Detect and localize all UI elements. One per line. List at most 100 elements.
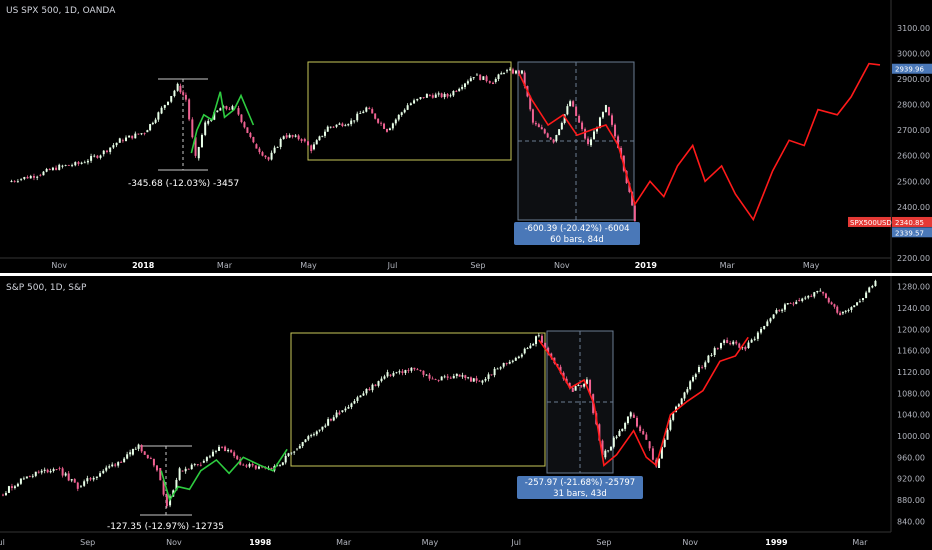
candle-body	[303, 139, 306, 142]
candle-body	[383, 376, 386, 379]
candle-body	[329, 419, 332, 421]
candle-body	[598, 117, 601, 129]
candle-body	[200, 134, 203, 148]
candle-body	[126, 454, 129, 459]
candle-body	[140, 133, 143, 135]
candle-body	[218, 446, 221, 451]
candle-body	[386, 372, 389, 377]
candle-body	[493, 368, 496, 376]
candle-body	[178, 468, 181, 480]
candle-body	[689, 381, 692, 390]
candle-body	[558, 129, 561, 136]
candle-body	[651, 448, 654, 460]
panel-separator[interactable]	[0, 273, 932, 276]
candle-body	[112, 145, 115, 148]
candle-body	[494, 79, 497, 83]
candle-body	[140, 445, 143, 452]
candle-body	[726, 340, 729, 344]
candle-body	[16, 483, 19, 487]
candle-body	[324, 131, 327, 136]
candle-body	[607, 450, 610, 452]
candle-body	[187, 468, 190, 470]
candle-body	[350, 403, 353, 408]
candle-body	[353, 120, 356, 122]
candle-body	[813, 292, 816, 297]
candle-body	[182, 92, 185, 95]
candle-body	[543, 129, 546, 134]
top-measure-label-line1: -600.39 (-20.42%) -6004	[524, 224, 629, 234]
candle-body	[660, 446, 663, 459]
candle-body	[371, 109, 374, 114]
candle-body	[804, 297, 807, 299]
candle-body	[437, 380, 440, 381]
candle-body	[529, 345, 532, 349]
candle-body	[604, 450, 607, 458]
top-measure-badge[interactable]	[514, 222, 640, 245]
candle-body	[713, 348, 716, 355]
candle-body	[590, 139, 593, 146]
red-overlay-series[interactable]	[538, 336, 749, 467]
candle-body	[701, 366, 704, 368]
candle-body	[520, 70, 523, 74]
candle-body	[506, 70, 509, 72]
x-tick-label: Jul	[510, 538, 521, 547]
bottom-left-measure-label: -127.35 (-12.97%) -12735	[107, 522, 224, 532]
candle-body	[170, 96, 173, 102]
candle-body	[231, 106, 234, 110]
candle-body	[108, 466, 111, 468]
bottom-measure-badge[interactable]	[517, 476, 643, 499]
candle-body	[270, 467, 273, 469]
candle-body	[193, 464, 196, 465]
candle-body	[297, 135, 300, 140]
red-overlay-series[interactable]	[518, 62, 881, 222]
bottom-zone-box[interactable]	[290, 332, 546, 467]
top-zone-box[interactable]	[307, 61, 512, 161]
candle-body	[581, 122, 584, 130]
candle-body	[663, 439, 666, 447]
candle-body	[194, 137, 197, 156]
candle-body	[42, 171, 45, 176]
candle-body	[529, 96, 532, 110]
x-tick-label: 1998	[249, 538, 272, 547]
candle-body	[338, 123, 341, 125]
candle-body	[422, 370, 425, 375]
candle-body	[74, 162, 77, 166]
green-overlay-series[interactable]	[190, 91, 255, 154]
y-tick-label: 1080.00	[897, 389, 930, 398]
candle-body	[428, 374, 431, 379]
candle-body	[213, 112, 216, 120]
candle-body	[163, 104, 166, 108]
x-tick-label: Jul	[387, 261, 398, 270]
candle-body	[383, 123, 386, 129]
candle-body	[149, 124, 152, 131]
candle-body	[48, 169, 51, 170]
candle-body	[273, 147, 276, 153]
candle-body	[233, 452, 236, 457]
candle-body	[374, 113, 377, 119]
candle-body	[475, 378, 478, 381]
candle-body	[246, 127, 249, 133]
candle-body	[750, 339, 753, 343]
candle-body	[443, 376, 446, 378]
candle-body	[197, 147, 200, 159]
candle-body	[279, 138, 282, 147]
green-overlay-series[interactable]	[160, 448, 288, 502]
candle-body	[431, 378, 434, 380]
candle-body	[434, 94, 437, 98]
candle-body	[237, 108, 240, 115]
candle-body	[496, 368, 499, 370]
candle-body	[577, 385, 580, 387]
candle-body	[224, 446, 227, 452]
candle-body	[612, 437, 615, 447]
candle-body	[377, 118, 380, 123]
candle-body	[368, 108, 371, 110]
candle-body	[89, 478, 92, 480]
candle-body	[801, 298, 804, 301]
y-tick-label: 920.00	[897, 475, 925, 484]
candle-body	[546, 133, 549, 138]
y-tick-label: 880.00	[897, 496, 925, 505]
candle-body	[385, 128, 388, 132]
candle-body	[86, 478, 89, 482]
candle-body	[481, 380, 484, 383]
